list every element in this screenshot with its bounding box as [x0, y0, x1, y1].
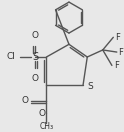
Text: Cl: Cl — [6, 53, 15, 62]
Text: F: F — [114, 61, 119, 70]
Text: O: O — [32, 74, 39, 83]
Text: S: S — [87, 82, 93, 91]
Text: S: S — [32, 52, 38, 62]
Text: O: O — [22, 96, 29, 105]
Text: O: O — [32, 31, 39, 40]
Text: F: F — [119, 48, 124, 57]
Text: O: O — [39, 109, 46, 118]
Text: CH₃: CH₃ — [39, 122, 54, 131]
Text: F: F — [115, 33, 120, 42]
